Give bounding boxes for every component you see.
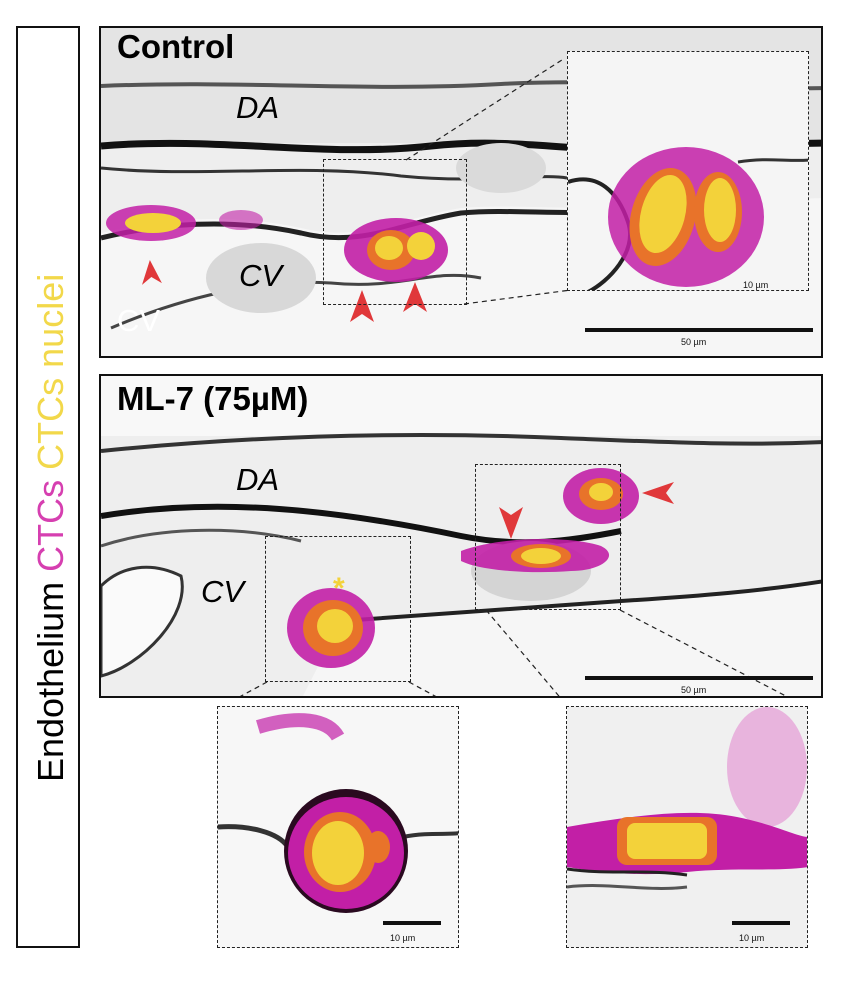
- ml7-zoom-box-left: [265, 536, 411, 682]
- bottom-inset-right-image: [567, 707, 807, 947]
- ml7-asterisk: *: [333, 572, 345, 605]
- control-label-da: DA: [236, 90, 280, 125]
- bottom-inset-right-scale-bar: [732, 921, 790, 925]
- control-label-cv: CV: [239, 258, 283, 293]
- legend-ctcs: CTCs: [30, 479, 71, 572]
- ml7-panel: 50 µm ML-7 (75µM) DA CV *: [99, 374, 823, 698]
- control-inset: [567, 51, 809, 291]
- control-title: Control: [117, 28, 235, 65]
- bottom-inset-left-scale-label: 10 µm: [390, 933, 416, 943]
- ml7-micrograph: [101, 376, 821, 696]
- legend-nuclei: CTCs nuclei: [30, 273, 71, 470]
- ml7-zoom-box-right: [475, 464, 621, 610]
- control-inset-scale-bar: [733, 290, 791, 291]
- control-scale-bar: [585, 328, 813, 332]
- control-scale-label: 50 µm: [681, 337, 707, 347]
- control-zoom-box: [323, 159, 467, 305]
- control-panel: 10 µm 50 µm Control DA CV CV: [99, 26, 823, 358]
- channel-legend: Endothelium CTCs CTCs nuclei: [30, 274, 72, 782]
- ml7-scale-label: 50 µm: [681, 685, 707, 695]
- control-label-cv-corner: CV: [117, 303, 161, 338]
- bottom-inset-left: 10 µm: [217, 706, 459, 948]
- ml7-title: ML-7 (75µM): [117, 380, 309, 417]
- bottom-inset-left-image: [218, 707, 458, 947]
- bottom-inset-left-scale-bar: [383, 921, 441, 925]
- ml7-scale-bar: [585, 676, 813, 680]
- ml7-label-da: DA: [236, 462, 280, 497]
- bottom-inset-right-scale-label: 10 µm: [739, 933, 765, 943]
- ml7-label-cv: CV: [201, 574, 245, 609]
- control-inset-image: [568, 52, 808, 290]
- bottom-inset-right: 10 µm: [566, 706, 808, 948]
- legend-endothelium: Endothelium: [30, 581, 71, 782]
- legend-box: [16, 26, 80, 948]
- control-inset-scale-label: 10 µm: [743, 280, 769, 290]
